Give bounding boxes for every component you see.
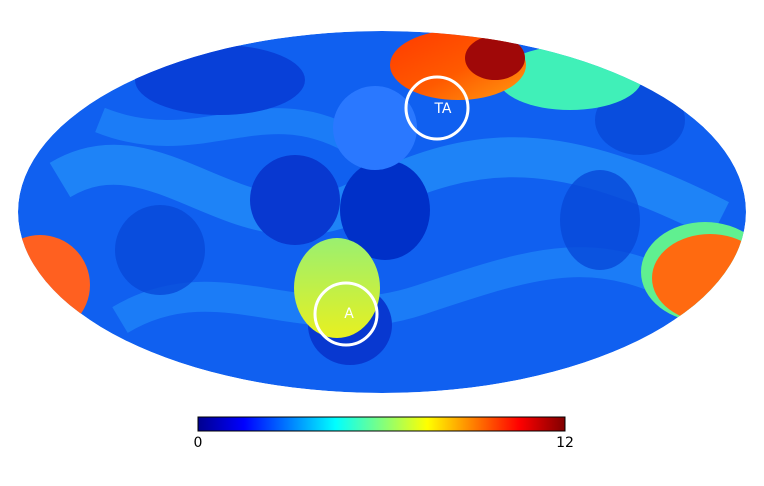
colorbar-tick-label: 12 (556, 435, 574, 451)
colorbar-tick-label: 0 (194, 435, 203, 451)
marker-label: TA (433, 101, 451, 117)
marker-label: A (344, 306, 354, 322)
marker-circle (313, 281, 379, 347)
sky-map (18, 31, 746, 393)
colorbar (197, 416, 566, 432)
colorbar-ticks: 0 12 (194, 427, 574, 451)
marker-circle (404, 75, 470, 141)
markers: TA A (313, 75, 470, 347)
